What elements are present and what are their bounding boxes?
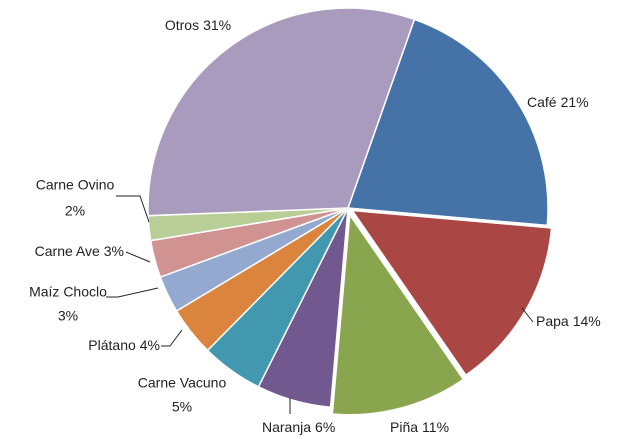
pie-slice xyxy=(147,7,416,217)
pie-slice xyxy=(350,209,553,377)
slice-label: Papa 14% xyxy=(536,313,601,329)
slice-label-value: 31% xyxy=(203,17,231,33)
leader-line xyxy=(106,287,159,298)
slice-label: Café 21% xyxy=(527,94,589,110)
leader-line xyxy=(521,307,534,323)
leader-line xyxy=(161,329,183,347)
slice-label-name: Carne Vacuno xyxy=(138,375,227,391)
slice-label-name: Piña xyxy=(390,419,418,435)
slice-label-value: 3% xyxy=(58,308,78,324)
slice-label-value: 6% xyxy=(315,419,335,435)
slice-label: Naranja 6% xyxy=(262,419,335,435)
leader-line xyxy=(125,251,151,263)
leader-line xyxy=(116,195,150,223)
slice-label-value: 2% xyxy=(65,203,85,219)
slice-label-name: Café xyxy=(527,94,557,110)
slice-label-value: 14% xyxy=(573,313,601,329)
slice-label: Carne Ave 3% xyxy=(35,243,124,259)
slice-label-name: Carne Ovino xyxy=(36,177,115,193)
slice-label-name: Plátano xyxy=(88,337,136,353)
slice-label-name: Naranja xyxy=(262,419,311,435)
slice-label-name: Carne Ave xyxy=(35,243,100,259)
slice-label-value: 21% xyxy=(561,94,589,110)
pie-slice xyxy=(346,18,549,227)
slice-label-name: Maíz Choclo xyxy=(29,284,107,300)
slice-label: Piña 11% xyxy=(390,419,449,435)
slice-label-name: Otros xyxy=(165,17,199,33)
slice-label-value: 3% xyxy=(104,243,124,259)
slice-label-value: 4% xyxy=(140,337,160,353)
slice-label-value: 11% xyxy=(422,419,449,435)
slice-label: Plátano 4% xyxy=(88,337,160,353)
pie-slice xyxy=(331,212,465,416)
slice-label-value: 5% xyxy=(172,399,192,415)
slice-label-name: Papa xyxy=(536,313,569,329)
slice-label: Otros 31% xyxy=(165,17,231,33)
